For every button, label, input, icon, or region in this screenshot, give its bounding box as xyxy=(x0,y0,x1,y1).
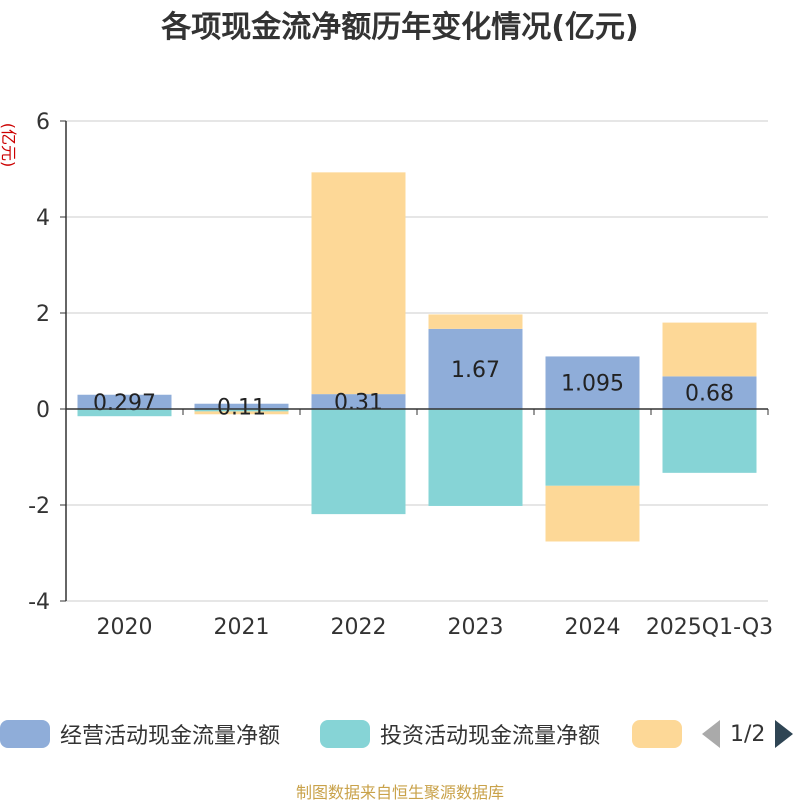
y-tick-label: 0 xyxy=(36,398,50,423)
bar-investing-2025Q1-Q3 xyxy=(662,409,757,473)
legend-item-financing[interactable] xyxy=(632,712,682,756)
bar-investing-2020 xyxy=(77,409,172,417)
data-label: 1.67 xyxy=(451,358,500,383)
bar-operating-2024 xyxy=(545,356,640,409)
bar-financing-2022 xyxy=(311,172,406,395)
legend-next-page-icon[interactable] xyxy=(775,720,794,748)
bar-investing-2021 xyxy=(194,409,289,412)
bar-operating-2022 xyxy=(311,394,406,409)
bar-financing-2023 xyxy=(428,314,523,329)
legend-page-indicator: 1/2 xyxy=(730,721,766,747)
bar-operating-2020 xyxy=(77,394,172,409)
y-tick-label: 4 xyxy=(36,206,50,231)
legend: 经营活动现金流量净额 投资活动现金流量净额 1/2 xyxy=(0,712,800,756)
y-tick-label: -4 xyxy=(28,590,50,615)
x-tick-label: 2020 xyxy=(97,615,153,640)
legend-prev-page-icon[interactable] xyxy=(702,720,720,748)
legend-label-investing: 投资活动现金流量净额 xyxy=(380,724,601,749)
bar-operating-2021 xyxy=(194,403,289,409)
bar-financing-2024 xyxy=(545,485,640,542)
legend-swatch-financing xyxy=(632,720,682,748)
legend-label-operating: 经营活动现金流量净额 xyxy=(60,724,281,749)
data-source-footer: 制图数据来自恒生聚源数据库 xyxy=(295,783,504,802)
x-tick-label: 2024 xyxy=(565,615,621,640)
cashflow-chart: -4 -2 0 2 4 6 (亿元) 0.297 0.11 0.31 1.67 1.095 0.68 20… xyxy=(0,110,773,640)
bar-financing-2025Q1-Q3 xyxy=(662,322,757,377)
legend-item-operating[interactable]: 经营活动现金流量净额 xyxy=(0,712,280,756)
x-tick-label: 2022 xyxy=(331,615,387,640)
y-tick-label: 2 xyxy=(36,302,50,327)
y-tick-label: 6 xyxy=(36,110,50,135)
bar-investing-2023 xyxy=(428,409,523,506)
chart-title: 各项现金流净额历年变化情况(亿元) xyxy=(161,10,639,45)
y-tick-label: -2 xyxy=(28,494,50,519)
bar-operating-2025Q1-Q3 xyxy=(662,376,757,409)
data-label: 1.095 xyxy=(561,372,624,397)
bar-financing-2021 xyxy=(194,411,289,415)
data-label: 0.31 xyxy=(334,391,383,416)
x-tick-label: 2023 xyxy=(448,615,504,640)
data-label: 0.11 xyxy=(217,395,266,420)
data-label: 0.297 xyxy=(93,391,156,416)
legend-item-investing[interactable]: 投资活动现金流量净额 xyxy=(320,712,600,756)
bar-investing-2024 xyxy=(545,409,640,486)
legend-swatch-operating xyxy=(0,720,50,748)
data-label: 0.68 xyxy=(685,382,734,407)
y-axis-label: (亿元) xyxy=(0,123,18,168)
legend-swatch-investing xyxy=(320,720,370,748)
legend-pager: 1/2 xyxy=(702,712,794,756)
x-tick-label: 2021 xyxy=(214,615,270,640)
bar-investing-2022 xyxy=(311,409,406,515)
bar-operating-2023 xyxy=(428,328,523,409)
x-tick-label: 2025Q1-Q3 xyxy=(646,615,773,640)
